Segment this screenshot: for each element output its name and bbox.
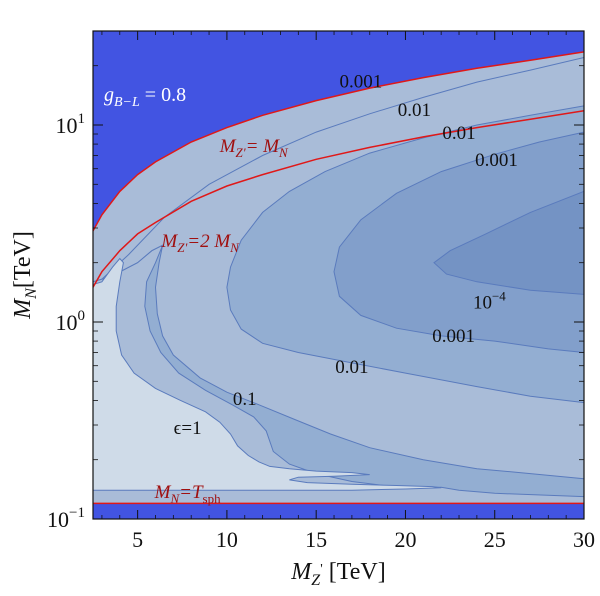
chart-title-sub: B−L (114, 95, 140, 110)
x-axis-title-sub: Z (311, 572, 321, 589)
bound-label-main: M (219, 136, 237, 157)
contour-regions (93, 31, 584, 519)
bound-label-sub2: sph (203, 491, 222, 506)
x-axis-title: MZ' [TeV] (290, 559, 385, 589)
y-tick-base: 10 (47, 507, 69, 532)
region-0.1-to-1 (93, 257, 442, 491)
chart-title-rest: = 0.8 (140, 84, 186, 106)
contour-label-text: 0.1 (233, 389, 257, 410)
x-axis-title-main: M (290, 559, 313, 585)
region-1e-4-to-0.001 (333, 131, 584, 354)
bound-label-rest: =T (179, 482, 204, 503)
bound-label-main: M (160, 231, 178, 252)
y-tick-exponent: 1 (78, 111, 86, 127)
y-tick-exponent: −1 (69, 505, 85, 521)
contour-label-exponent: −4 (492, 289, 506, 304)
contour-label: 10−4 (473, 289, 506, 314)
bound-lines (93, 51, 584, 505)
contour-label-text: 10 (473, 293, 492, 314)
x-tick-label: 5 (132, 527, 143, 552)
contour-label-text: 0.01 (398, 100, 431, 121)
bound-label-sub2: N (278, 145, 289, 160)
bound-label-main: M (154, 482, 172, 503)
y-tick-label: 100 (56, 308, 86, 335)
y-axis-title-main: M (10, 297, 36, 320)
x-tick-label: 15 (305, 527, 327, 552)
region-below-1e-4-core (433, 190, 584, 295)
y-tick-label: 10−1 (47, 505, 85, 532)
region-excluded-bottom (93, 503, 584, 519)
y-axis-title: MN[TeV] (10, 231, 40, 320)
contour-label: 0.001 (339, 71, 382, 92)
x-axis-title-prime: ' (320, 562, 323, 577)
chart-title: gB−L = 0.8 (104, 84, 186, 110)
bound-label: MZ'= MN (219, 136, 289, 160)
chart-title-main: g (104, 84, 114, 106)
y-axis-title-sub: N (23, 287, 40, 300)
contour-label: 0.01 (335, 357, 368, 378)
x-tick-label: 25 (484, 527, 506, 552)
contour-label: 0.001 (475, 150, 518, 171)
contour-label: 0.01 (398, 100, 431, 121)
bound-line-mz-eq-2mn (93, 110, 584, 288)
contour-label: 0.001 (432, 326, 475, 347)
bound-label-rest: = M (246, 136, 281, 157)
contour-label-text: 0.01 (442, 123, 475, 144)
y-axis-title-rest: [TeV] (10, 231, 36, 288)
bound-label-rest: =2 M (187, 231, 231, 252)
contour-label-text: 0.001 (432, 326, 475, 347)
bound-label-sub: N (169, 491, 180, 506)
plot-frame (92, 30, 585, 520)
x-axis-title-rest: [TeV] (323, 559, 386, 585)
y-tick-base: 10 (56, 113, 78, 138)
y-tick-exponent: 0 (78, 308, 86, 324)
x-tick-label: 20 (394, 527, 416, 552)
bound-label: MN=Tsph (154, 482, 221, 506)
contour-label: ϵ=1 (174, 418, 202, 439)
contour-label-text: 0.001 (339, 71, 382, 92)
bound-label: MZ'=2 MN (160, 231, 240, 255)
bound-label-sub: Z' (177, 240, 187, 255)
bound-label-sub2: N (229, 240, 240, 255)
contour-label-text: 0.001 (475, 150, 518, 171)
bound-label-sub: Z' (236, 145, 246, 160)
contour-label: 0.01 (442, 123, 475, 144)
contour-label: 0.1 (233, 389, 257, 410)
y-tick-base: 10 (56, 310, 78, 335)
chart-labels: MZ' [TeV]MN[TeV]gB−L = 0.8ϵ=10.10.010.00… (10, 71, 518, 589)
x-tick-label: 30 (573, 527, 595, 552)
bound-line-mz-eq-mn (93, 51, 584, 232)
region-excluded-top (93, 31, 584, 231)
x-tick-label: 10 (216, 527, 238, 552)
y-tick-label: 101 (56, 111, 86, 138)
contour-label-text: 0.01 (335, 357, 368, 378)
contour-label-text: ϵ=1 (174, 418, 202, 439)
